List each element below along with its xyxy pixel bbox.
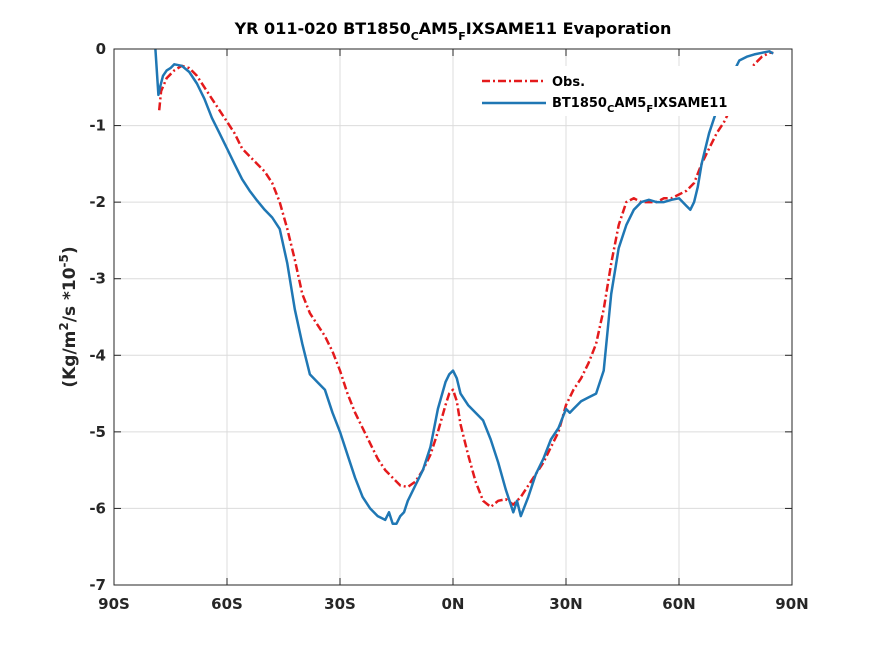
x-tick-label: 90S xyxy=(98,595,130,613)
tick-labels: 90S 60S 30S 0N 30N 60N 90N -7 -6 -5 -4 -3 -2 -1 0 xyxy=(89,40,808,613)
y-tick-label: -6 xyxy=(89,499,106,517)
legend-label-obs: Obs. xyxy=(552,75,585,90)
x-tick-label: 60N xyxy=(662,595,695,613)
series-line-obs xyxy=(157,51,774,509)
legend-label-model: BT1850CAM5FIXSAME11 xyxy=(552,96,727,115)
legend: Obs. BT1850CAM5FIXSAME11 xyxy=(474,66,774,116)
legend-box xyxy=(474,66,774,116)
y-tick-label: -5 xyxy=(89,423,106,441)
y-tick-label: -1 xyxy=(89,117,106,135)
x-tick-label: 30S xyxy=(324,595,356,613)
y-tick-label: -7 xyxy=(89,576,106,594)
y-axis-label: (Kg/m2/s *10-5) xyxy=(57,246,80,387)
y-tick-label: 0 xyxy=(96,40,106,58)
axis-ticks xyxy=(113,48,793,586)
y-tick-label: -2 xyxy=(89,193,106,211)
x-tick-label: 90N xyxy=(775,595,808,613)
chart-title: YR 011-020 BT1850CAM5FIXSAME11 Evaporati… xyxy=(234,19,672,43)
x-tick-label: 30N xyxy=(549,595,582,613)
series-lines xyxy=(154,48,774,525)
x-tick-label: 0N xyxy=(442,595,465,613)
series-line-model xyxy=(154,48,774,525)
grid xyxy=(114,49,792,585)
x-tick-label: 60S xyxy=(211,595,243,613)
y-tick-label: -3 xyxy=(89,270,106,288)
y-tick-label: -4 xyxy=(89,346,106,364)
